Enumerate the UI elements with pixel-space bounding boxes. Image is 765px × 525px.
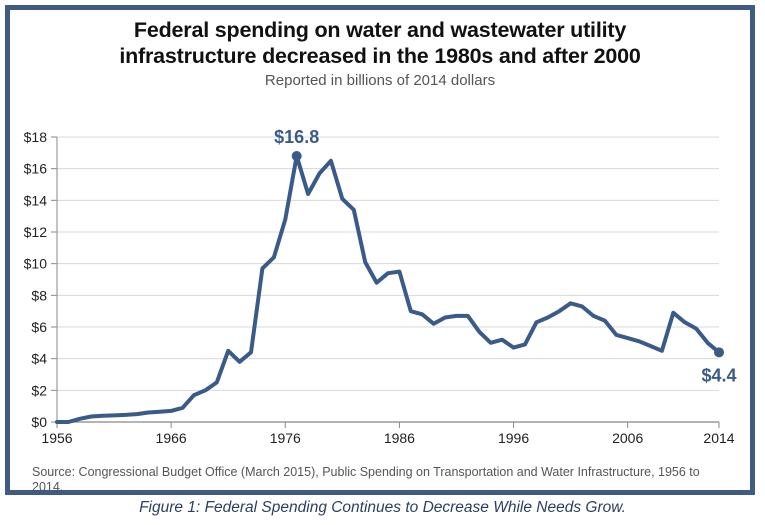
annotation-marker xyxy=(291,151,302,161)
chart-title-line-2: infrastructure decreased in the 1980s an… xyxy=(119,44,641,68)
x-tick-label: 1956 xyxy=(41,430,72,446)
y-tick-label: $10 xyxy=(24,256,48,272)
series-line xyxy=(55,154,721,424)
y-tick-label: $8 xyxy=(31,287,47,303)
annotations: $16.8 $4.4 xyxy=(274,127,736,385)
annotation-label: $16.8 xyxy=(274,127,319,147)
annotation-label: $4.4 xyxy=(701,365,736,385)
y-tick-label: $12 xyxy=(24,224,48,240)
y-tick-label: $0 xyxy=(31,414,47,430)
y-tick-label: $6 xyxy=(31,319,47,335)
x-tick-label: 1966 xyxy=(156,430,187,446)
x-tick-label: 2006 xyxy=(612,430,643,446)
annotation-marker xyxy=(714,347,724,358)
chart-title: Federal spending on water and wastewater… xyxy=(10,17,750,69)
gridlines xyxy=(57,136,719,391)
chart-subtitle: Reported in billions of 2014 dollars xyxy=(264,72,496,89)
y-tick-label: $2 xyxy=(31,382,47,398)
y-tick-label: $16 xyxy=(24,161,48,177)
chart-title-line-1: Federal spending on water and wastewater… xyxy=(133,18,627,42)
x-axis-ticks: 1956 1966 1976 1986 1996 2006 2014 xyxy=(41,422,735,446)
x-tick-label: 1976 xyxy=(270,430,301,446)
figure-caption: Figure 1: Federal Spending Continues to … xyxy=(139,499,626,516)
x-tick-label: 1986 xyxy=(384,430,415,446)
y-tick-label: $4 xyxy=(31,351,47,367)
x-tick-label: 1996 xyxy=(498,430,529,446)
y-tick-label: $14 xyxy=(24,192,48,208)
y-tick-label: $18 xyxy=(24,129,48,145)
chart-source-note: Source: Congressional Budget Office (Mar… xyxy=(32,465,700,494)
axes xyxy=(56,137,719,423)
y-axis-ticks: $0 $2 $4 $6 $8 $10 $12 $14 $16 $18 xyxy=(24,129,57,430)
x-tick-label: 2014 xyxy=(703,430,734,446)
series-group xyxy=(55,154,721,424)
